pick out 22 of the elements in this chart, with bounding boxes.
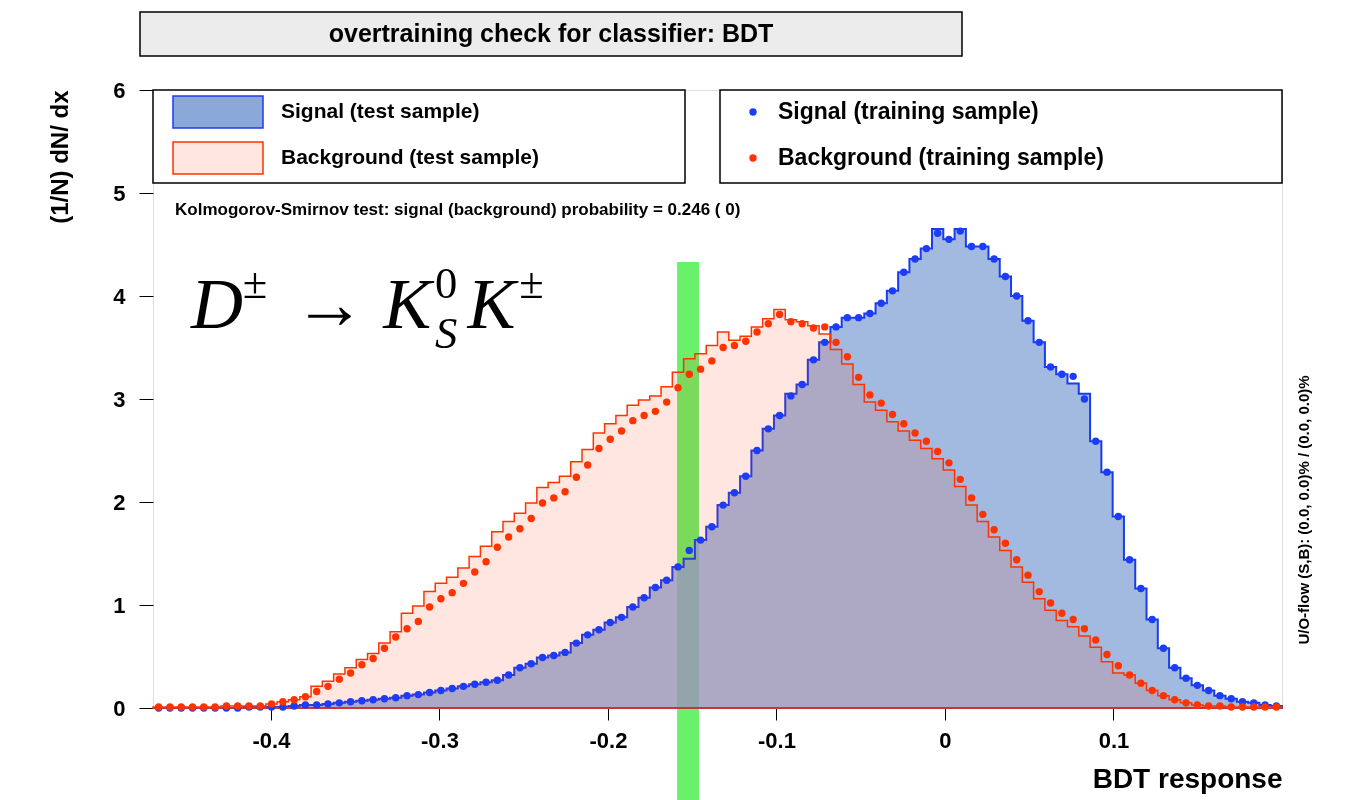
legend-label: Signal (test sample) xyxy=(281,99,480,122)
y-tick-label: 4 xyxy=(113,283,127,309)
text: U/O-flow (S,B): (0.0, 0.0)% / (0.0, 0.0)% xyxy=(1295,375,1312,645)
x-tick-label: -0.3 xyxy=(421,727,459,753)
x-tick-label: -0.1 xyxy=(758,727,796,753)
legend-label: Signal (training sample) xyxy=(778,98,1039,124)
legend-label: Background (test sample) xyxy=(281,145,539,168)
x-axis-title: BDT response xyxy=(1092,762,1283,794)
legend-label: Background (training sample) xyxy=(778,144,1104,170)
x-tick-label: -0.4 xyxy=(252,727,292,753)
x-tick-label: 0 xyxy=(939,727,952,753)
y-axis-title: (1/N) dN/ dx xyxy=(46,89,74,224)
annotation: Kolmogorov-Smirnov test: signal (background) probability = 0.246 ( 0) xyxy=(175,200,741,219)
x-tick-label: -0.2 xyxy=(589,727,628,753)
y-tick-label: 6 xyxy=(113,77,126,103)
y-tick-label: 1 xyxy=(113,592,126,618)
chart-title: overtraining check for classifier: BDT xyxy=(328,19,774,47)
y-tick-label: 3 xyxy=(113,386,126,412)
y-tick-label: 0 xyxy=(113,695,126,721)
x-tick-label: 0.1 xyxy=(1098,727,1130,753)
y-tick-label: 5 xyxy=(113,180,126,206)
y-tick-label: 2 xyxy=(113,489,126,515)
